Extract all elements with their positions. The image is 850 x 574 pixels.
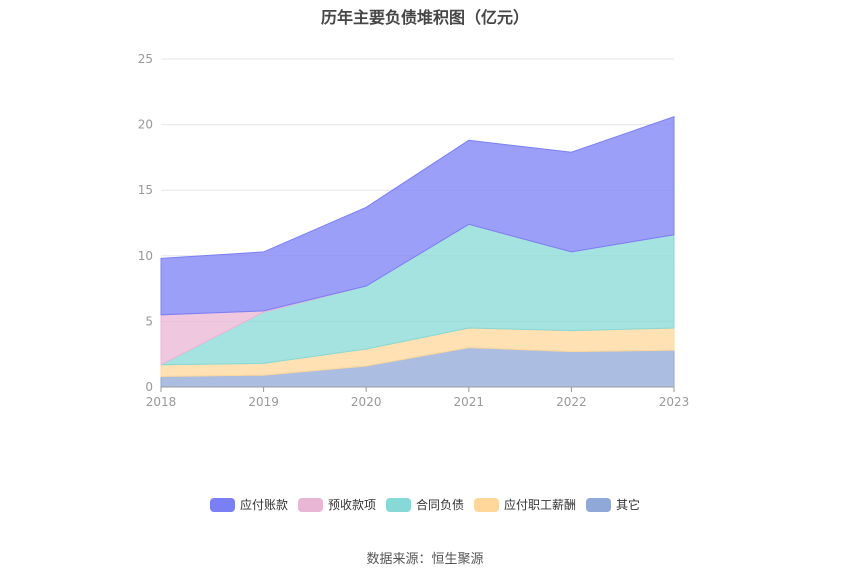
legend-swatch — [209, 497, 235, 512]
x-tick-label: 2019 — [248, 395, 279, 409]
legend-item[interactable]: 合同负债 — [385, 496, 464, 513]
y-tick-label: 25 — [138, 52, 153, 66]
source-note: 数据来源：恒生聚源 — [366, 552, 484, 567]
x-tick-label: 2018 — [146, 395, 177, 409]
x-tick-label: 2023 — [659, 395, 690, 409]
legend-item[interactable]: 预收款项 — [297, 496, 376, 513]
y-tick-label: 15 — [138, 183, 153, 197]
legend: 应付账款 预收款项 合同负债 应付职工薪酬 其它 — [0, 496, 850, 513]
y-tick-label: 20 — [138, 118, 153, 132]
y-tick-label: 10 — [138, 249, 153, 263]
legend-item[interactable]: 应付职工薪酬 — [474, 496, 576, 513]
x-tick-label: 2022 — [556, 395, 587, 409]
legend-item[interactable]: 应付账款 — [209, 496, 288, 513]
legend-label: 预收款项 — [327, 498, 376, 512]
x-tick-label: 2020 — [351, 395, 382, 409]
legend-label: 其它 — [616, 498, 641, 512]
x-tick-label: 2021 — [454, 395, 485, 409]
legend-swatch — [586, 497, 612, 512]
legend-swatch — [297, 497, 323, 512]
y-tick-label: 0 — [145, 380, 153, 394]
chart-title: 历年主要负债堆积图（亿元） — [320, 8, 529, 27]
y-tick-label: 5 — [145, 314, 153, 328]
legend-swatch — [385, 497, 411, 512]
legend-label: 应付账款 — [239, 498, 288, 512]
legend-label: 应付职工薪酬 — [504, 498, 577, 512]
legend-label: 合同负债 — [415, 498, 464, 512]
area-series-应付账款 — [160, 115, 675, 316]
legend-swatch — [474, 497, 499, 512]
legend-item[interactable]: 其它 — [586, 496, 640, 513]
